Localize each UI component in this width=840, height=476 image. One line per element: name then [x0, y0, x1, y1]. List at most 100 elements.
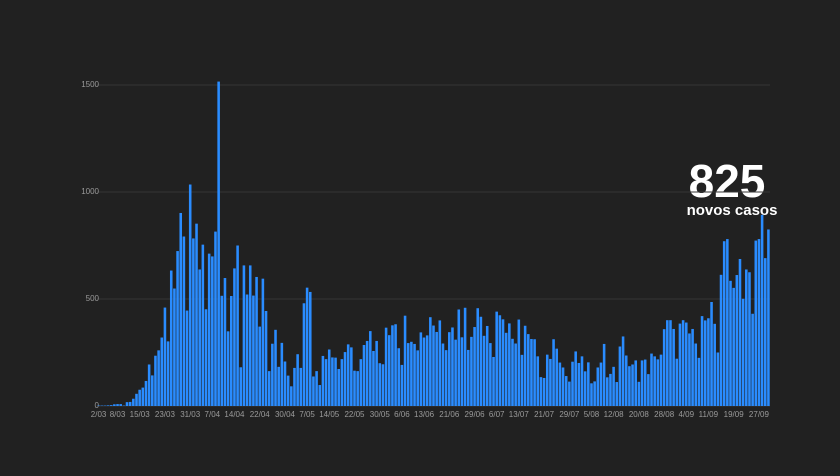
x-tick-label: 7/05 [299, 410, 315, 419]
bar [420, 332, 423, 406]
x-tick-label: 22/04 [250, 410, 271, 419]
bar [650, 354, 653, 406]
bar [167, 341, 170, 406]
bar [457, 309, 460, 406]
bar [413, 344, 416, 406]
bar [113, 404, 116, 406]
bar [527, 334, 530, 406]
bar [274, 330, 277, 406]
bar [568, 382, 571, 406]
bar [742, 299, 745, 406]
x-tick-label: 30/05 [370, 410, 391, 419]
x-tick-label: 29/06 [465, 410, 486, 419]
bar [334, 358, 337, 406]
bar [107, 405, 110, 406]
x-tick-label: 29/07 [559, 410, 580, 419]
bar [148, 364, 151, 406]
bar [360, 359, 363, 406]
x-tick-label: 15/03 [130, 410, 151, 419]
bar [729, 281, 732, 406]
x-tick-label: 5/08 [584, 410, 600, 419]
bar [555, 349, 558, 406]
bar [132, 399, 135, 406]
bar [764, 258, 767, 406]
bar [514, 344, 517, 406]
bar [227, 331, 230, 406]
bar [609, 374, 612, 406]
bar [524, 326, 527, 406]
bar [300, 368, 303, 406]
x-tick-label: 6/07 [489, 410, 505, 419]
bar [587, 362, 590, 406]
bar [470, 337, 473, 406]
bar [157, 350, 160, 406]
bar [183, 237, 186, 406]
bar [151, 375, 154, 406]
bar [486, 326, 489, 406]
bar [521, 355, 524, 406]
bar [578, 363, 581, 406]
bar [767, 229, 770, 406]
bar [344, 352, 347, 406]
bar [584, 371, 587, 406]
bar [135, 394, 138, 406]
bar [255, 277, 258, 406]
bar [688, 333, 691, 406]
bar [189, 185, 192, 406]
bar [698, 358, 701, 406]
bar [505, 333, 508, 406]
bar [691, 329, 694, 406]
bar [252, 296, 255, 406]
bar [126, 402, 129, 406]
bar [511, 339, 514, 406]
bar [445, 350, 448, 406]
x-tick-label: 6/06 [394, 410, 410, 419]
bar [641, 360, 644, 406]
bar [271, 344, 274, 406]
x-tick-label: 21/07 [534, 410, 555, 419]
bar [739, 259, 742, 406]
bar [476, 308, 479, 406]
bar [669, 320, 672, 406]
bar [318, 385, 321, 406]
bar [173, 289, 176, 406]
bar [467, 350, 470, 406]
bar [312, 376, 315, 406]
bar [363, 345, 366, 406]
x-tick-label: 20/08 [629, 410, 650, 419]
bar [394, 324, 397, 406]
bar [533, 339, 536, 406]
bar [277, 367, 280, 406]
bar [176, 251, 179, 406]
bar [606, 377, 609, 406]
bar [347, 344, 350, 406]
bar [710, 302, 713, 406]
bar [284, 361, 287, 406]
bar [634, 360, 637, 406]
bar [303, 303, 306, 406]
bar [353, 371, 356, 406]
bar [751, 314, 754, 406]
bar [265, 311, 268, 406]
y-tick-label: 500 [86, 294, 100, 303]
bar [246, 295, 249, 406]
bar [208, 254, 211, 406]
x-tick-label: 13/07 [509, 410, 530, 419]
bar [423, 338, 426, 406]
bar [290, 386, 293, 406]
x-tick-label: 4/09 [678, 410, 694, 419]
bar [758, 239, 761, 406]
bar [448, 332, 451, 406]
bar [761, 215, 764, 406]
bar [603, 344, 606, 406]
bar [366, 341, 369, 406]
bar [559, 363, 562, 406]
bar [202, 245, 205, 406]
bar [628, 366, 631, 406]
bar [701, 316, 704, 406]
bar [543, 378, 546, 406]
bar [145, 381, 148, 406]
bar [154, 356, 157, 406]
x-tick-label: 27/09 [749, 410, 770, 419]
x-tick-label: 11/09 [699, 410, 719, 419]
